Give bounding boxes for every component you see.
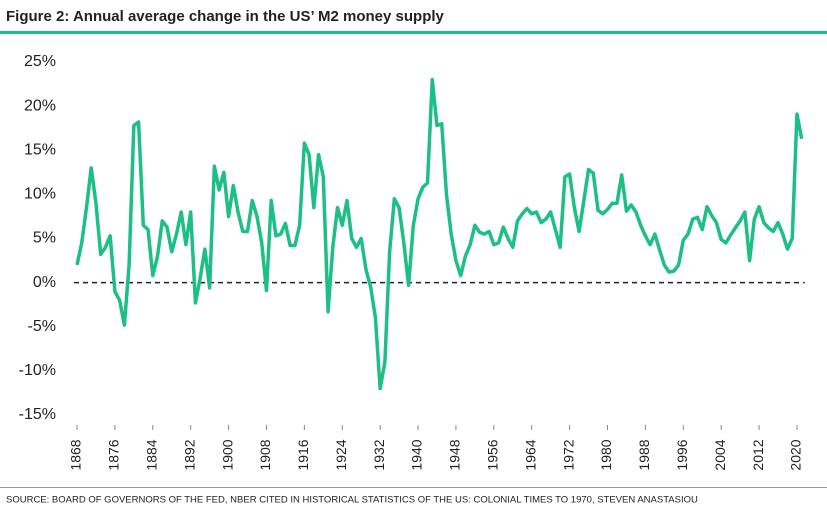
y-tick-label: 10% <box>24 186 56 203</box>
x-tick-label: 1988 <box>636 439 652 470</box>
x-tick-label: 1980 <box>598 439 614 470</box>
source-note: SOURCE: BOARD OF GOVERNORS OF THE FED, N… <box>6 495 698 506</box>
x-tick-label: 1884 <box>143 439 159 470</box>
x-tick-label: 1932 <box>371 439 387 470</box>
chart-title: Figure 2: Annual average change in the U… <box>6 8 445 25</box>
y-tick-label: -15% <box>19 406 56 423</box>
x-tick-label: 1964 <box>522 439 538 470</box>
x-tick-label: 1868 <box>68 439 84 470</box>
x-tick-label: 1876 <box>106 439 122 470</box>
y-tick-label: 25% <box>24 53 56 70</box>
x-tick-label: 1972 <box>560 439 576 470</box>
header-rule <box>0 31 827 34</box>
x-tick-label: 1940 <box>409 439 425 470</box>
x-tick-label: 1908 <box>257 439 273 470</box>
x-tick-label: 2020 <box>788 439 804 470</box>
y-tick-label: 0% <box>33 274 56 291</box>
y-tick-label: -5% <box>28 318 56 335</box>
x-tick-label: 2012 <box>750 439 766 470</box>
y-tick-label: 20% <box>24 97 56 114</box>
x-tick-label: 1900 <box>219 439 235 470</box>
x-tick-label: 1948 <box>447 439 463 470</box>
y-tick-label: -10% <box>19 362 56 379</box>
footer-rule <box>0 487 827 488</box>
x-tick-label: 1916 <box>295 439 311 470</box>
x-tick-label: 2004 <box>712 439 728 470</box>
x-tick-label: 1924 <box>333 439 349 470</box>
data-line <box>75 77 804 391</box>
x-tick-label: 1956 <box>485 439 501 470</box>
y-tick-label: 5% <box>33 230 56 247</box>
x-tick-label: 1892 <box>181 439 197 470</box>
y-tick-label: 15% <box>24 141 56 158</box>
x-tick-label: 1996 <box>674 439 690 470</box>
